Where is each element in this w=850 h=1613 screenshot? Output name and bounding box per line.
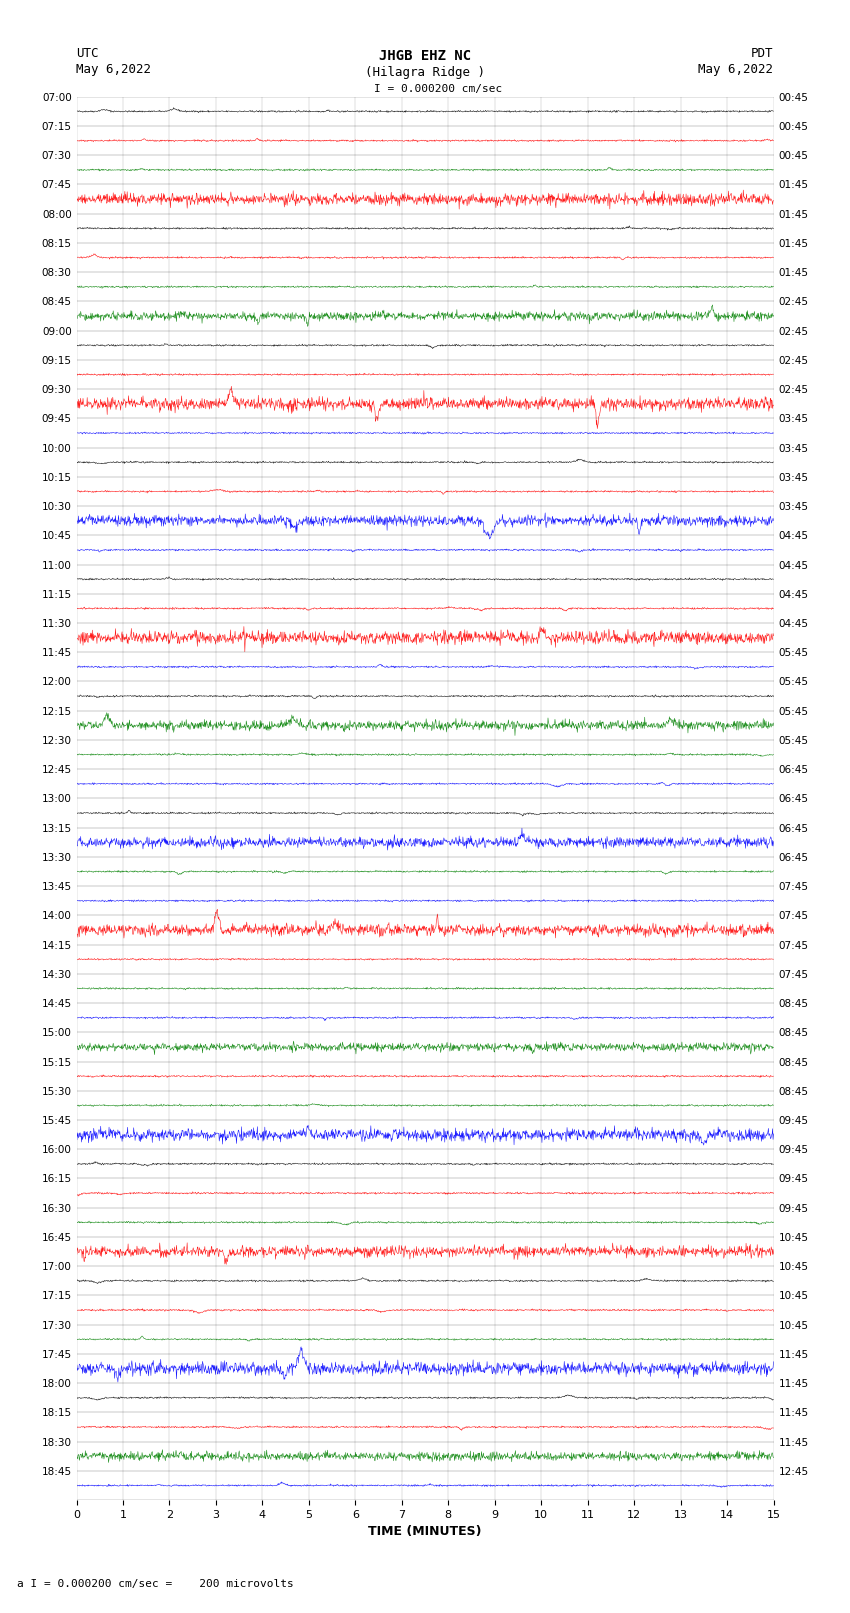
Text: May 6,2022: May 6,2022 xyxy=(699,63,774,76)
Text: (Hilagra Ridge ): (Hilagra Ridge ) xyxy=(365,66,485,79)
Text: May 6,2022: May 6,2022 xyxy=(76,63,151,76)
Text: PDT: PDT xyxy=(751,47,774,60)
Text: JHGB EHZ NC: JHGB EHZ NC xyxy=(379,50,471,63)
X-axis label: TIME (MINUTES): TIME (MINUTES) xyxy=(368,1526,482,1539)
Text: I = 0.000200 cm/sec: I = 0.000200 cm/sec xyxy=(374,84,502,94)
Text: UTC: UTC xyxy=(76,47,99,60)
Text: a I = 0.000200 cm/sec =    200 microvolts: a I = 0.000200 cm/sec = 200 microvolts xyxy=(17,1579,294,1589)
